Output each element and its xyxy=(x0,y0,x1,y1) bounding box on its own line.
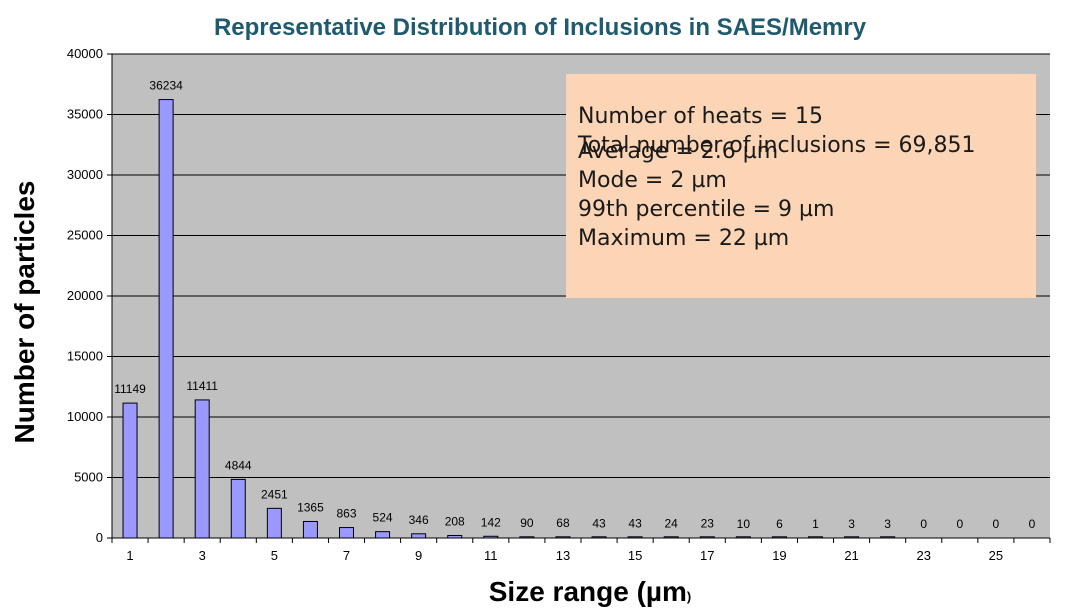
y-tick-label: 35000 xyxy=(67,107,103,122)
y-tick-label: 10000 xyxy=(67,409,103,424)
bar-data-label: 90 xyxy=(520,516,534,530)
x-tick-label: 9 xyxy=(415,548,422,563)
y-tick-label: 15000 xyxy=(67,349,103,364)
bar-data-label: 6 xyxy=(776,517,783,531)
stats-mode: Mode = 2 µm xyxy=(578,168,727,193)
x-tick-label: 11 xyxy=(484,548,498,563)
data-labels: 11149 36234 11411 4844 2451 1365 863 524 346 208 1… xyxy=(114,79,1035,531)
x-tick-label: 15 xyxy=(628,548,642,563)
x-tick-label: 17 xyxy=(700,548,714,563)
y-tick-label: 20000 xyxy=(67,288,103,303)
bar-data-label: 1 xyxy=(812,517,819,531)
bar-data-label: 11149 xyxy=(114,382,146,396)
bar-data-label: 3 xyxy=(884,517,891,531)
bar xyxy=(194,399,210,539)
bar-data-label: 863 xyxy=(336,507,356,521)
bar-data-label: 2451 xyxy=(261,487,288,501)
y-tick-label: 0 xyxy=(96,530,103,545)
bar-data-label: 0 xyxy=(993,517,1000,531)
bar-data-label: 23 xyxy=(701,517,715,531)
y-tick-label: 30000 xyxy=(67,167,103,182)
bar-data-label: 0 xyxy=(920,517,927,531)
x-tick-label: 5 xyxy=(271,548,278,563)
x-tick-label: 3 xyxy=(199,548,206,563)
x-tick-label: 19 xyxy=(772,548,786,563)
bar xyxy=(230,478,246,539)
y-tick-label: 40000 xyxy=(67,46,103,61)
x-tick-label: 13 xyxy=(556,548,570,563)
bar-data-label: 524 xyxy=(373,511,393,525)
bar-data-label: 43 xyxy=(628,516,642,530)
x-tick-label: 21 xyxy=(844,548,858,563)
bars xyxy=(122,99,896,539)
x-axis-ticks: 1 3 5 7 9 11 13 15 17 19 21 23 25 xyxy=(111,538,1051,563)
bar-data-label: 0 xyxy=(1029,517,1036,531)
bar-data-label: 10 xyxy=(737,517,751,531)
bar xyxy=(302,520,318,539)
bar-data-label: 4844 xyxy=(225,458,252,472)
bar-data-label: 24 xyxy=(665,517,679,531)
x-axis-label-paren: ) xyxy=(686,589,692,604)
x-tick-label: 1 xyxy=(126,548,133,563)
bar xyxy=(158,99,174,539)
x-axis-label-text: Size range (µm xyxy=(488,576,687,607)
bar xyxy=(339,527,354,539)
y-tick-label: 5000 xyxy=(74,470,103,485)
bar xyxy=(266,507,282,539)
bar xyxy=(375,531,391,539)
x-axis-label: Size range (µm) xyxy=(0,576,1080,608)
stats-99th-percentile: 99th percentile = 9 µm xyxy=(578,197,835,222)
bar-data-label: 68 xyxy=(556,516,570,530)
bar-data-label: 3 xyxy=(848,517,855,531)
x-tick-label: 23 xyxy=(916,548,930,563)
y-axis-ticks: 0 5000 10000 15000 20000 25000 30000 35000 40000 xyxy=(67,46,112,545)
bar-data-label: 142 xyxy=(481,515,501,529)
stats-box: Number of heats = 15 Total number of inc… xyxy=(566,74,1036,298)
bar-data-label: 0 xyxy=(956,517,963,531)
bar xyxy=(122,402,138,539)
x-tick-label: 25 xyxy=(989,548,1003,563)
bar-data-label: 11411 xyxy=(186,379,218,393)
bar-data-label: 43 xyxy=(592,516,606,530)
x-tick-label: 7 xyxy=(343,548,350,563)
stats-heats: Number of heats = 15 xyxy=(578,104,824,129)
bar-data-label: 208 xyxy=(445,514,465,528)
bar xyxy=(411,533,427,539)
y-tick-label: 25000 xyxy=(67,228,103,243)
bar-data-label: 346 xyxy=(409,513,429,527)
bar-data-label: 1365 xyxy=(297,500,324,514)
stats-average: Average = 2.6 µm xyxy=(578,139,779,164)
chart-title: Representative Distribution of Inclusion… xyxy=(213,14,867,41)
stats-maximum: Maximum = 22 µm xyxy=(578,226,790,251)
bar-data-label: 36234 xyxy=(149,79,183,93)
stats-total-inclusions: Total number of inclusions = 69,851 xyxy=(578,133,976,158)
